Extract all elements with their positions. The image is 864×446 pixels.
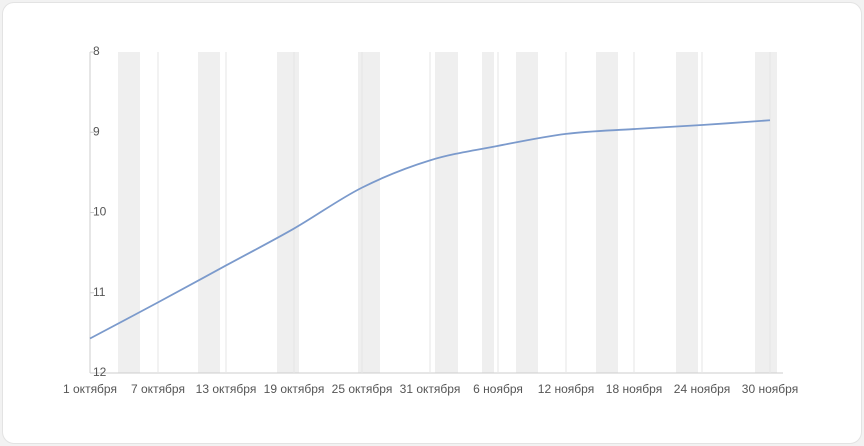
y-tick-label: 12 [93, 365, 107, 379]
y-tick-label: 11 [93, 285, 106, 299]
x-tick-label: 31 октября [400, 382, 461, 396]
x-tick-label: 12 ноября [538, 382, 594, 396]
x-tick-label: 25 октября [332, 382, 393, 396]
y-tick-label: 8 [93, 44, 100, 58]
x-tick-label: 30 ноября [742, 382, 798, 396]
x-tick-label: 18 ноября [606, 382, 662, 396]
x-tick-label: 6 ноября [473, 382, 523, 396]
weekend-bands [118, 52, 777, 373]
x-tick-label: 7 октября [131, 382, 185, 396]
y-tick-label: 9 [93, 124, 100, 138]
x-tick-label: 19 октября [264, 382, 325, 396]
x-tick-label: 24 ноября [674, 382, 730, 396]
line [89, 119, 771, 340]
x-tick-label: 1 октября [63, 382, 117, 396]
x-tick-label: 13 октября [196, 382, 257, 396]
y-tick-label: 10 [93, 205, 107, 219]
